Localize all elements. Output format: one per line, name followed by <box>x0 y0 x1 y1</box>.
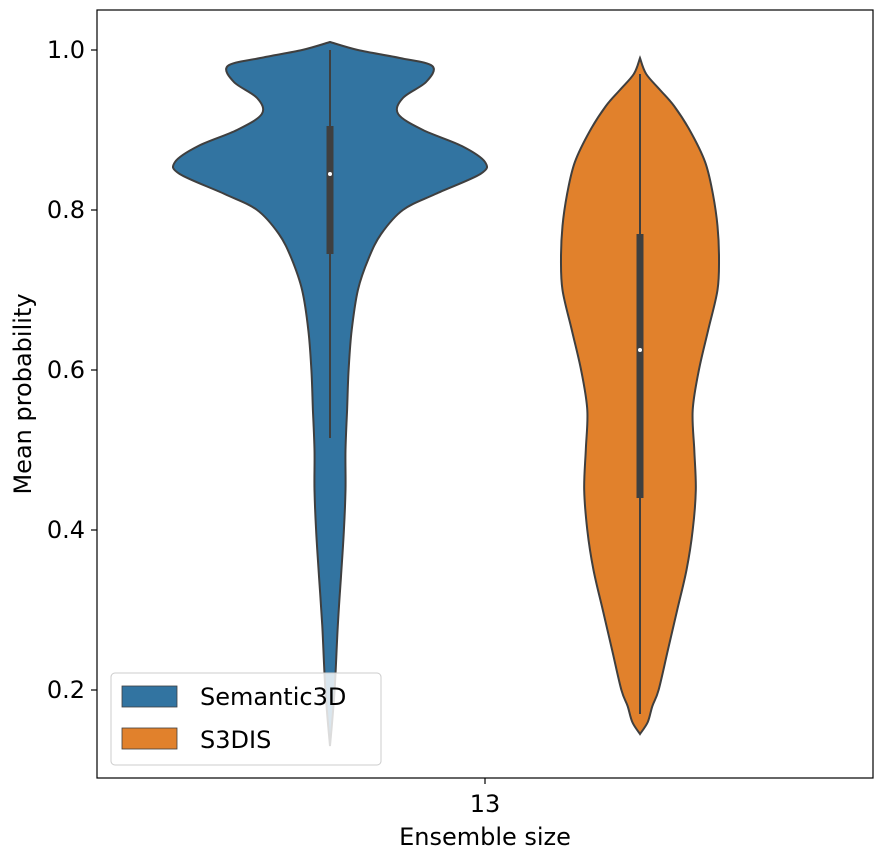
violin-layer <box>171 40 721 747</box>
y-axis-label: Mean probability <box>9 293 37 494</box>
y-tick-label-4: 1.0 <box>47 36 85 64</box>
iqr-box-s3dis <box>636 234 644 498</box>
y-tick-label-0: 0.2 <box>47 676 85 704</box>
x-axis: 13 <box>470 778 501 818</box>
y-tick-label-1: 0.4 <box>47 516 85 544</box>
legend-label-semantic3d: Semantic3D <box>200 683 346 711</box>
iqr-box-semantic3d <box>326 126 334 254</box>
plot-frame <box>96 9 874 779</box>
legend-frame <box>110 672 382 766</box>
legend-swatch-s3dis <box>121 727 178 750</box>
legend: Semantic3D S3DIS <box>110 672 382 766</box>
x-axis-label: Ensemble size <box>399 823 571 851</box>
median-semantic3d <box>328 172 332 176</box>
y-axis: 0.2 0.4 0.6 0.8 1.0 <box>47 36 97 704</box>
y-tick-label-2: 0.6 <box>47 356 85 384</box>
median-s3dis <box>638 348 642 352</box>
x-tick-label-0: 13 <box>470 790 501 818</box>
legend-label-s3dis: S3DIS <box>200 726 271 754</box>
legend-swatch-semantic3d <box>121 685 178 708</box>
y-tick-label-3: 0.8 <box>47 196 85 224</box>
